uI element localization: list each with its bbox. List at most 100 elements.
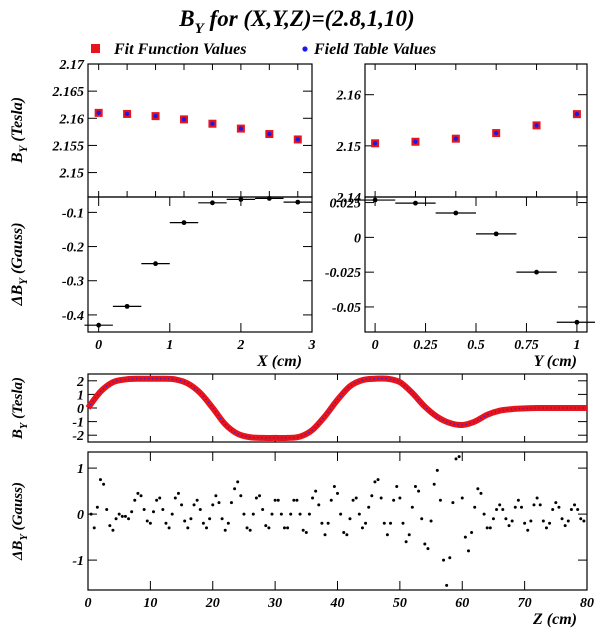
residual-point xyxy=(451,501,455,505)
residual-point xyxy=(445,583,449,587)
residual-point xyxy=(226,521,230,525)
plot-frame xyxy=(364,196,588,333)
residual-point xyxy=(217,501,221,505)
residual-point xyxy=(181,220,187,226)
residual-point xyxy=(520,505,524,509)
residual-point xyxy=(120,514,124,518)
residual-point xyxy=(323,533,327,537)
residual-point xyxy=(348,517,352,521)
residual-point xyxy=(127,517,131,521)
residual-point xyxy=(479,491,483,495)
y-axis-label-z-by: BY (Tesla) xyxy=(10,377,30,440)
y-tick-label: 1 xyxy=(77,388,84,403)
residual-point xyxy=(264,524,268,528)
residual-point xyxy=(314,489,318,493)
legend-label-field: Field Table Values xyxy=(313,41,436,58)
field-marker xyxy=(534,123,539,128)
residual-point xyxy=(239,494,243,498)
residual-point xyxy=(554,501,558,505)
residual-point xyxy=(582,519,586,523)
residual-point xyxy=(201,521,205,525)
residual-point xyxy=(238,196,244,202)
residual-point xyxy=(189,517,193,521)
y-tick-label: 2 xyxy=(76,375,84,390)
residual-point xyxy=(351,498,355,502)
residual-point xyxy=(507,524,511,528)
y-tick-label: 0 xyxy=(77,402,84,417)
field-marker xyxy=(453,136,459,141)
y-tick-label: -0.025 xyxy=(325,266,361,281)
field-marker xyxy=(210,121,215,126)
residual-point xyxy=(370,494,374,498)
field-marker xyxy=(153,113,158,119)
residual-point xyxy=(432,482,436,486)
residual-point xyxy=(266,195,272,201)
x-axis-label: Y (cm) xyxy=(534,353,577,370)
residual-point xyxy=(516,498,520,502)
residual-point xyxy=(429,519,433,523)
residual-point xyxy=(123,514,127,518)
residual-point xyxy=(532,503,536,507)
residual-point xyxy=(195,498,199,502)
residual-point xyxy=(242,512,246,516)
panel-y-by: 2.14 2.15 2.16 xyxy=(336,63,588,206)
x-tick-label: 20 xyxy=(205,596,220,611)
residual-point xyxy=(438,498,442,502)
residual-point xyxy=(139,494,143,498)
residual-point xyxy=(233,487,237,491)
field-marker xyxy=(295,137,300,142)
residual-point xyxy=(569,508,573,511)
residual-point xyxy=(526,528,530,532)
residual-point xyxy=(236,480,240,484)
residual-point xyxy=(223,528,227,532)
residual-point xyxy=(442,558,446,562)
residual-point xyxy=(398,496,402,500)
residual-point xyxy=(579,517,583,521)
x-tick-label: 0 xyxy=(372,338,379,353)
residual-point xyxy=(292,498,296,502)
y-tick-label: 2.16 xyxy=(336,89,362,104)
residual-point xyxy=(379,496,383,500)
residual-point xyxy=(576,508,580,511)
residual-point xyxy=(145,519,149,523)
x-tick-label: 0 xyxy=(95,338,102,353)
residual-point xyxy=(423,542,427,546)
residual-point xyxy=(117,512,121,516)
residual-point xyxy=(407,533,411,537)
residual-point xyxy=(551,508,555,511)
y-tick-label: -0.3 xyxy=(62,275,84,290)
legend-marker-field xyxy=(302,46,308,52)
x-tick-label: 3 xyxy=(308,338,316,353)
residual-point xyxy=(541,519,545,523)
residual-point xyxy=(498,503,502,507)
residual-point xyxy=(573,503,577,507)
residual-point xyxy=(336,491,339,495)
residual-point xyxy=(488,526,492,530)
residual-point xyxy=(183,519,187,523)
y-tick-label: 2.15 xyxy=(336,140,362,155)
residual-point xyxy=(276,498,280,502)
y-tick-label: 0.025 xyxy=(330,197,362,212)
residual-point xyxy=(186,526,190,530)
residual-point xyxy=(229,501,233,505)
x-tick-label: 10 xyxy=(143,596,157,611)
y-tick-label: 2.15 xyxy=(59,167,85,182)
x-tick-label: 30 xyxy=(267,596,282,611)
x-tick-label: 70 xyxy=(518,596,532,611)
residual-point xyxy=(493,231,499,237)
residual-point xyxy=(504,517,508,521)
residual-point xyxy=(170,512,174,516)
residual-point xyxy=(282,526,286,530)
residual-point xyxy=(124,303,130,309)
x-tick-label: 1 xyxy=(166,338,173,353)
residual-point xyxy=(413,200,418,206)
x-tick-label: 1 xyxy=(573,338,580,353)
residual-point xyxy=(342,531,346,534)
legend-marker-fit xyxy=(91,44,100,53)
residual-point xyxy=(345,533,349,537)
x-tick-label: 0.5 xyxy=(467,338,485,353)
y-tick-label: -0.4 xyxy=(62,309,84,324)
field-marker xyxy=(267,131,272,137)
residual-point xyxy=(108,524,112,528)
